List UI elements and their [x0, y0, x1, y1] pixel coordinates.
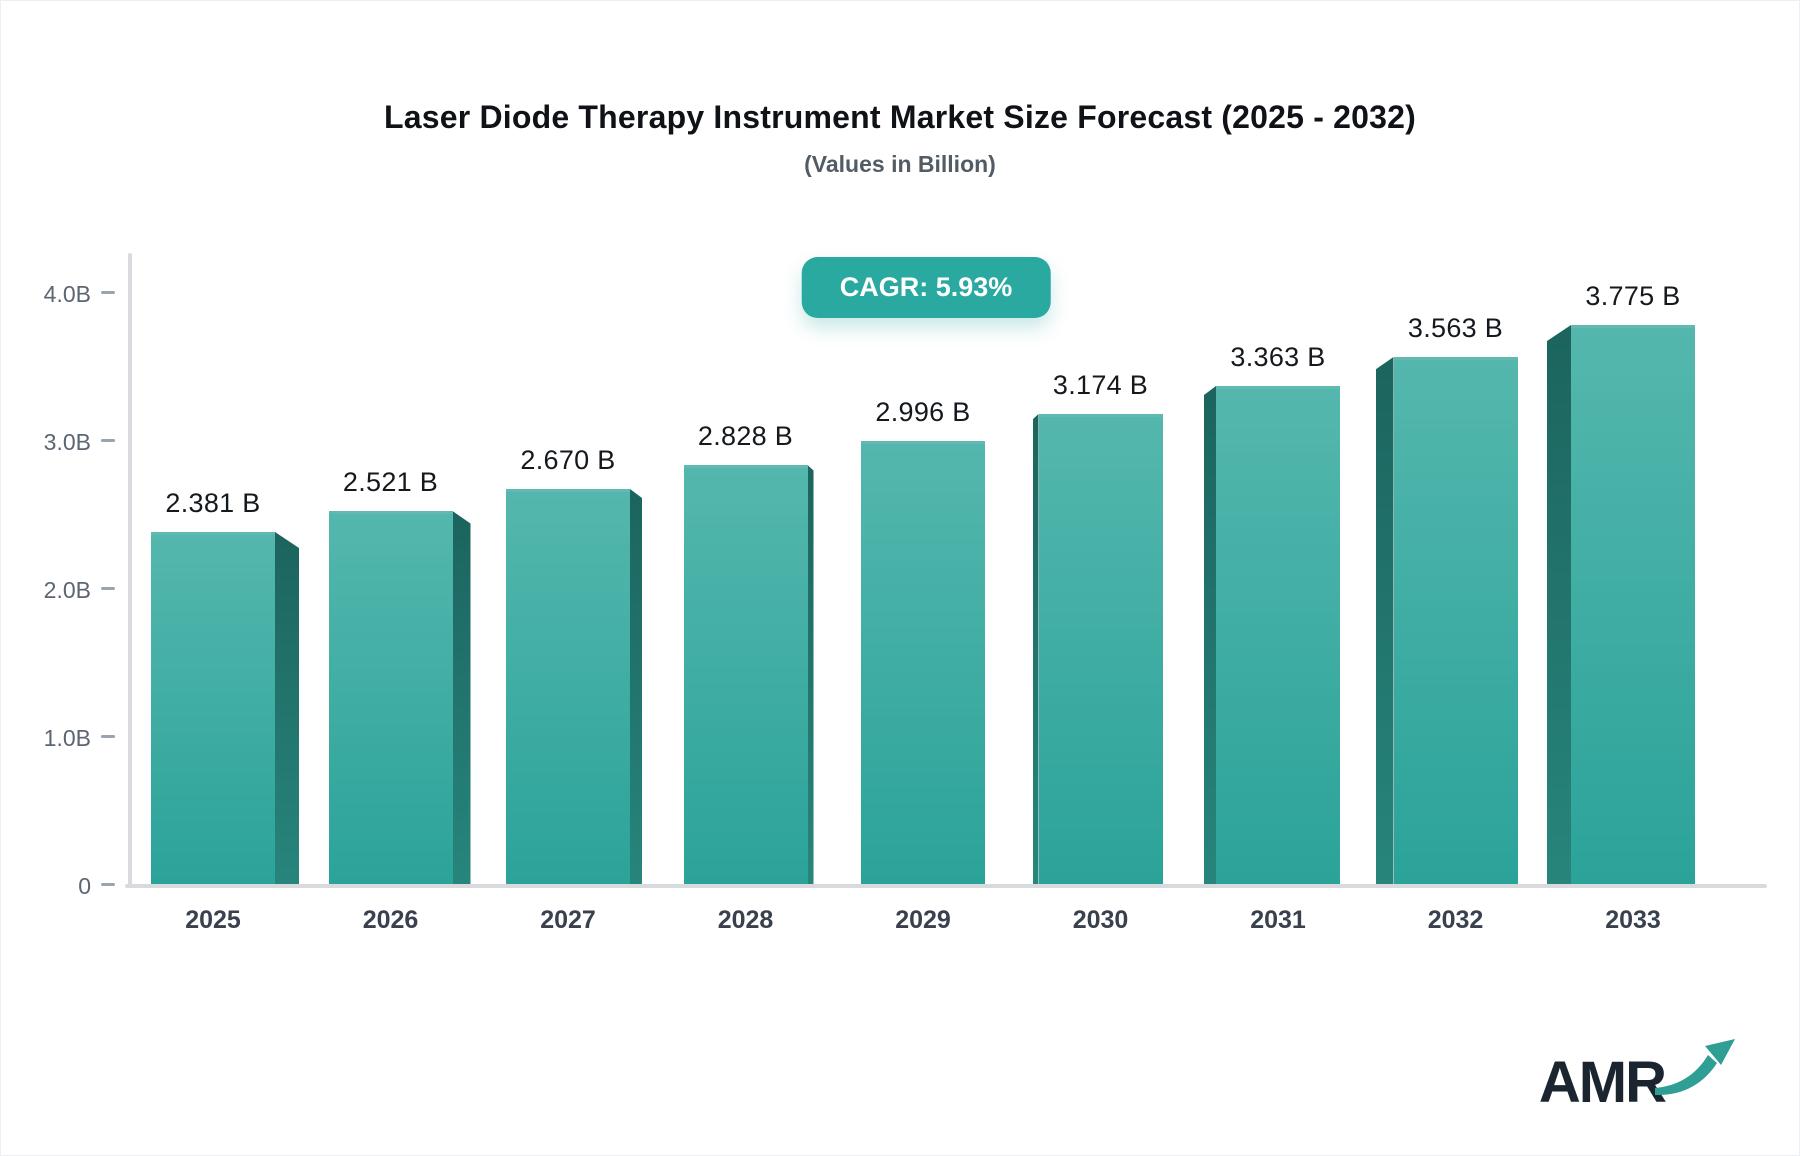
x-axis-label: 2028: [717, 906, 774, 934]
bar-value-label: 3.363 B: [1230, 342, 1326, 372]
x-axis-label: 2031: [1250, 906, 1306, 934]
cagr-badge: CAGR: 5.93%: [801, 257, 1051, 318]
bar-2029: [861, 441, 985, 884]
bar-side-panel: [1547, 325, 1571, 884]
bar-2033: [1547, 325, 1695, 884]
bar-side-panel: [1204, 386, 1216, 884]
bar-2025: [151, 532, 299, 884]
bar-2030: [1032, 414, 1163, 884]
brand-logo: AMR: [1538, 1033, 1739, 1115]
y-axis-tick-mark: [101, 587, 115, 590]
bar-value-label: 2.670 B: [520, 445, 616, 475]
bar-value-label: 3.775 B: [1585, 281, 1681, 311]
bar-side-panel: [1375, 357, 1394, 884]
bar-face: [683, 465, 808, 884]
bar-face: [1038, 414, 1163, 884]
bar-face: [1393, 357, 1518, 884]
bar-face: [328, 511, 453, 884]
bar-value-label: 2.996 B: [875, 397, 971, 427]
trend-up-arrow-icon: [1655, 1039, 1735, 1096]
x-axis-label: 2025: [185, 906, 241, 934]
bar-face: [1571, 325, 1695, 884]
bar-2032: [1375, 357, 1518, 884]
x-axis-label: 2033: [1605, 906, 1661, 934]
y-axis-tick-label: 0: [78, 873, 91, 899]
bar-side-panel: [630, 489, 642, 884]
bar-side-panel: [807, 465, 814, 884]
x-axis-label: 2026: [362, 906, 419, 934]
y-axis-tick-label: 3.0B: [43, 429, 91, 455]
bar-face: [861, 441, 985, 884]
bar-face: [151, 532, 275, 884]
bar-side-panel: [452, 511, 471, 884]
x-axis-label: 2029: [895, 906, 951, 934]
chart-subtitle: (Values in Billion): [804, 151, 996, 177]
bar-value-label: 3.174 B: [1052, 370, 1149, 400]
y-axis-tick-mark: [101, 291, 115, 294]
y-axis-tick-label: 4.0B: [43, 281, 91, 307]
y-axis-tick-label: 2.0B: [43, 577, 91, 603]
bar-2026: [328, 511, 471, 884]
y-axis-tick-mark: [101, 735, 115, 738]
y-axis-tick-mark: [101, 439, 115, 442]
bar-side-panel: [1032, 414, 1039, 884]
bar-value-label: 2.381 B: [165, 488, 261, 518]
bar-value-label: 2.828 B: [697, 421, 794, 451]
x-axis-label: 2030: [1072, 906, 1129, 934]
chart-title: Laser Diode Therapy Instrument Market Si…: [383, 99, 1417, 135]
y-axis-tick-label: 1.0B: [43, 725, 91, 751]
bar-side-panel: [275, 532, 299, 884]
bar-2031: [1204, 386, 1340, 884]
y-axis-line: [128, 253, 132, 888]
brand-logo-text: AMR: [1538, 1049, 1667, 1115]
bar-value-label: 2.521 B: [342, 467, 439, 497]
bar-2028: [683, 465, 814, 884]
bar-face: [1216, 386, 1340, 884]
bar-face: [506, 489, 630, 884]
x-axis-label: 2032: [1427, 906, 1484, 934]
bar-value-label: 3.563 B: [1407, 313, 1504, 343]
x-axis-label: 2027: [540, 906, 596, 934]
bar-2027: [506, 489, 642, 884]
x-axis-baseline: [125, 884, 1767, 888]
y-axis-tick-mark: [101, 883, 115, 886]
